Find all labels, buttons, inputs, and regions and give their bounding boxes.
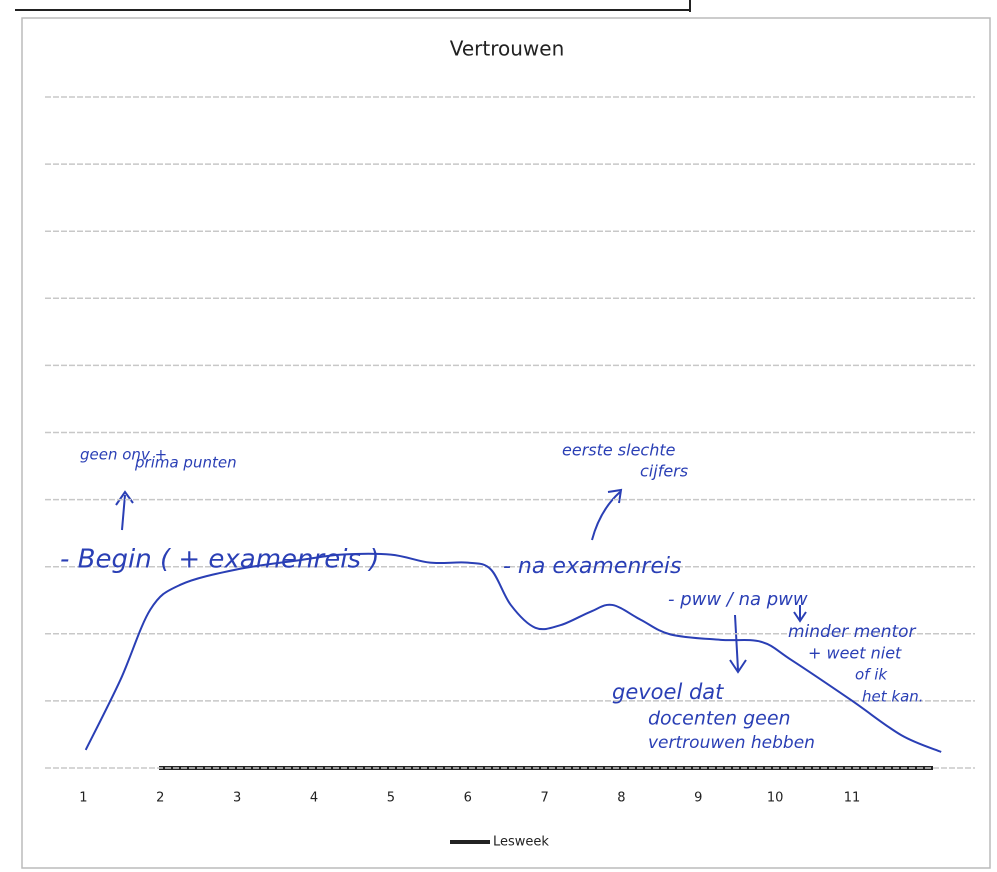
- x-tick-label: 1: [79, 791, 87, 806]
- annotation: eerste slechte: [562, 441, 676, 460]
- arrow: [793, 605, 807, 623]
- x-tick-label: 10: [767, 791, 784, 806]
- frame: [21, 17, 991, 869]
- x-tick-label: 7: [540, 791, 548, 806]
- legend-label: Lesweek: [493, 835, 549, 850]
- annotation: het kan.: [862, 688, 924, 706]
- chart-title: Vertrouwen: [450, 37, 565, 61]
- x-tick-label: 8: [617, 791, 625, 806]
- annotation: minder mentor: [788, 622, 917, 642]
- x-tick-label: 11: [844, 791, 861, 806]
- arrow: [729, 614, 747, 674]
- annotation: gevoel dat: [612, 680, 724, 704]
- annotation: cijfers: [640, 462, 688, 481]
- annotation: of ik: [855, 666, 888, 684]
- annotation: - Begin ( + examenreis ): [60, 545, 379, 575]
- arrows: [115, 488, 807, 674]
- annotation: - na examenreis: [503, 554, 681, 579]
- x-tick-label: 3: [233, 791, 241, 806]
- annotation: - pww / na pww: [668, 589, 808, 610]
- annotation: vertrouwen hebben: [648, 733, 815, 753]
- x-tick-label: 2: [156, 791, 164, 806]
- x-tick-label: 9: [694, 791, 702, 806]
- annotation: geen onv +: [80, 446, 167, 464]
- line: [84, 552, 942, 753]
- annotation: + weet niet: [808, 644, 902, 663]
- annotation: prima punten: [134, 454, 237, 472]
- arrow: [591, 488, 623, 541]
- annotation: docenten geen: [648, 708, 791, 730]
- x-tick-label: 5: [387, 791, 395, 806]
- x-tick-label: 4: [310, 791, 318, 806]
- x-tick-label: 6: [464, 791, 472, 806]
